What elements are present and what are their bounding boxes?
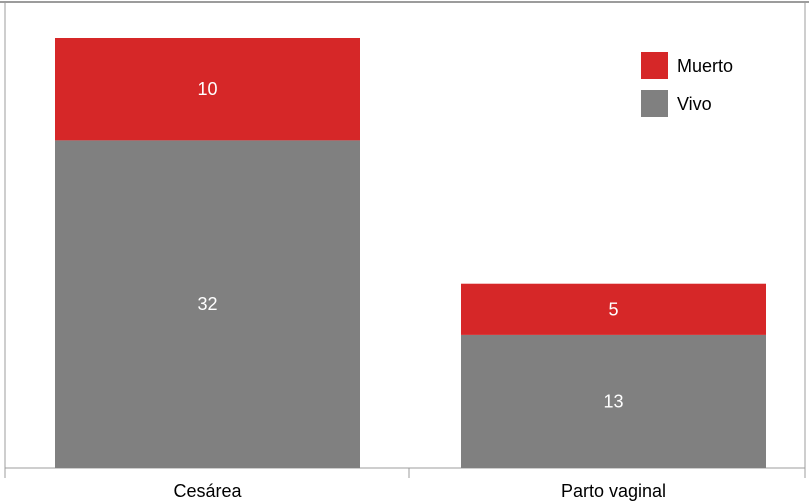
bar-vivo-2 (461, 334, 766, 468)
data-label-vivo-1: 32 (197, 294, 217, 314)
legend-swatch-vivo (641, 90, 668, 117)
data-label-vivo-2: 13 (603, 391, 623, 411)
data-label-muerto-1: 10 (197, 79, 217, 99)
bar-vivo-1 (55, 140, 360, 468)
legend-label-muerto: Muerto (677, 56, 733, 76)
legend-swatch-muerto (641, 52, 668, 79)
x-tick-label-1: Cesárea (173, 481, 242, 501)
bar-muerto-1 (55, 38, 360, 141)
x-tick-label-2: Parto vaginal (561, 481, 666, 501)
data-label-muerto-2: 5 (608, 299, 618, 319)
bar-muerto-2 (461, 283, 766, 335)
legend-label-vivo: Vivo (677, 94, 712, 114)
